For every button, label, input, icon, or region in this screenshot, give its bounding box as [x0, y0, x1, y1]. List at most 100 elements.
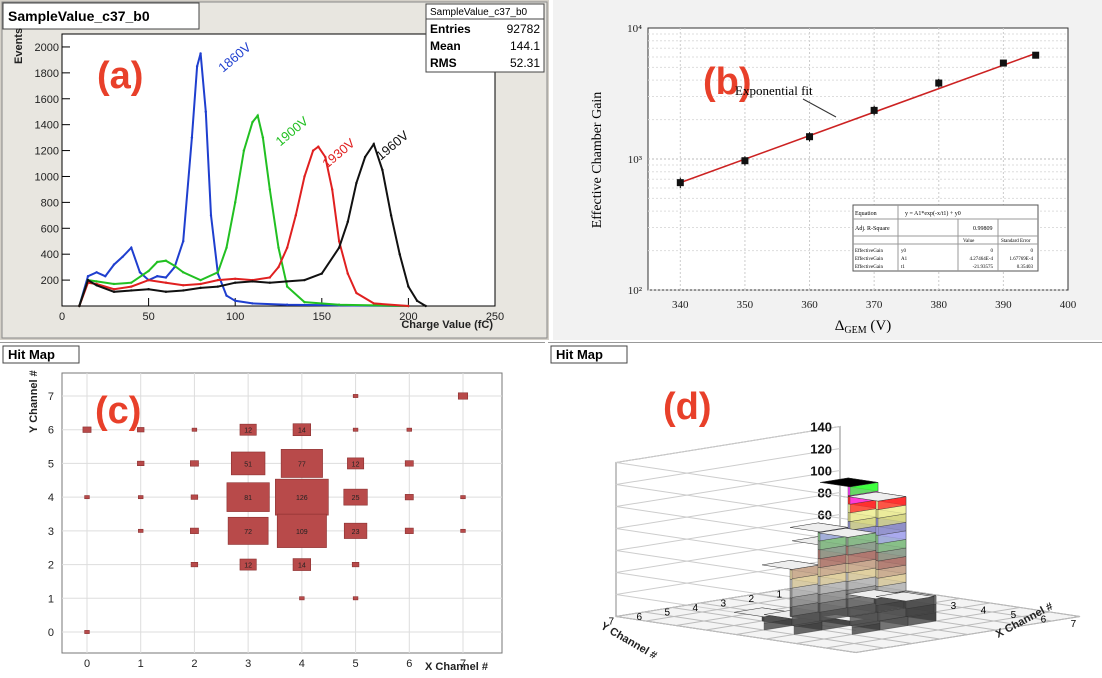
y-tick-label: 1	[48, 593, 54, 605]
series-line-1930V	[78, 145, 409, 307]
panel-label-a: (a)	[97, 55, 143, 97]
x-tick-label: 4	[981, 605, 987, 616]
data-point-1960V	[78, 304, 81, 308]
title-box	[2, 345, 80, 364]
data-point-1960V	[424, 304, 427, 308]
svg-text:0: 0	[991, 249, 994, 254]
data-point-1960V	[164, 290, 168, 293]
data-point-1860V	[164, 276, 168, 279]
data-point-1960V	[415, 299, 419, 303]
x-tick-label: 3	[245, 658, 251, 670]
y-tick-label: 4	[48, 492, 54, 504]
z-tick-label: 100	[810, 464, 832, 479]
data-point-1860V	[156, 275, 159, 278]
data-point-1900V	[112, 282, 116, 286]
data-point	[676, 179, 684, 187]
stats-mean-key: Mean	[430, 39, 461, 53]
data-point-1860V	[95, 271, 98, 274]
data-point-1900V	[164, 259, 168, 262]
hitmap-cell	[230, 451, 266, 476]
data-point-1860V	[285, 303, 289, 306]
z-grid	[615, 492, 857, 565]
panel-label-d: (d)	[663, 386, 712, 428]
floor-grid	[615, 616, 857, 653]
series-group	[676, 51, 1040, 189]
data-point-1960V	[147, 287, 150, 291]
data-point-1860V	[251, 302, 254, 305]
svg-text:Adj. R-Square: Adj. R-Square	[855, 226, 890, 232]
hitmap-cell	[347, 457, 365, 470]
lego-bar-top	[789, 522, 849, 533]
data-point-1960V	[234, 281, 237, 284]
data-point-1930V	[182, 284, 185, 287]
data-point-1930V	[324, 155, 327, 159]
svg-text:A1: A1	[901, 257, 908, 262]
x-tick-label: 400	[1060, 299, 1077, 311]
y-tick-label: 6	[636, 612, 642, 623]
floor-grid	[825, 611, 1051, 649]
data-point-1960V	[199, 286, 202, 290]
data-point-1900V	[277, 246, 280, 249]
data-point-1960V	[130, 289, 133, 292]
stats-rms-value: 52.31	[510, 56, 540, 70]
hitmap-cell-label: 81	[244, 495, 252, 502]
svg-text:t1: t1	[901, 265, 905, 270]
data-point-1900V	[182, 271, 185, 274]
data-point-1960V	[337, 246, 341, 249]
data-point-1900V	[156, 260, 159, 264]
hitmap-cell	[292, 423, 311, 437]
hitmap-cell	[457, 392, 469, 400]
data-point-1930V	[216, 278, 220, 282]
hitmap-cell	[191, 427, 198, 432]
z-tick-label: 80	[818, 486, 832, 501]
data-point-1930V	[311, 149, 315, 152]
y-axis-label: Events	[13, 28, 25, 64]
hitmap-cell	[226, 482, 270, 512]
svg-text:-21.93575: -21.93575	[973, 265, 994, 270]
hitmap-cell	[275, 478, 329, 516]
data-point-1960V	[346, 220, 349, 224]
hitmap-cell-label: 14	[298, 563, 306, 570]
panel-label-b: (b)	[703, 61, 752, 103]
lego-bar-top	[875, 591, 935, 602]
data-point-1900V	[261, 136, 265, 139]
data-point-1960V	[251, 280, 254, 283]
hitmap-cell	[138, 528, 144, 533]
data-point-1900V	[225, 246, 228, 249]
hitmap-cell-label: 23	[352, 529, 360, 536]
hitmap-cell	[352, 596, 359, 601]
svg-text:0: 0	[1031, 249, 1034, 254]
series-group	[78, 52, 427, 308]
hitmap-cell	[404, 494, 414, 501]
data-point-1930V	[285, 246, 289, 249]
svg-text:4.27464E-4: 4.27464E-4	[970, 257, 994, 262]
data-point-1930V	[234, 277, 237, 280]
data-point-1960V	[303, 278, 306, 282]
svg-text:Equation: Equation	[855, 211, 877, 217]
panel-a-charge-histogram: SampleValue_c37_b0 0 50 100 150 200 250 200 400…	[0, 0, 549, 340]
data-point-1960V	[372, 142, 375, 146]
data-point	[806, 133, 814, 141]
data-point-1930V	[317, 145, 320, 148]
x-tick-label: 0	[84, 658, 90, 670]
x-tick-label: 5	[353, 658, 359, 670]
data-point-1860V	[86, 275, 90, 278]
histogram-title: SampleValue_c37_b0	[8, 8, 150, 24]
data-point-1860V	[104, 275, 107, 278]
x-tick-label: 380	[931, 299, 948, 311]
z-tick-label: 120	[810, 442, 832, 457]
data-point-1860V	[199, 52, 202, 55]
hitmap-cell	[292, 558, 311, 571]
hitmap-cell-label: 72	[244, 529, 252, 536]
hitmap-3d-canvas: Hit Map 02040608010012014001234567012345…	[550, 345, 1081, 662]
y-tick-label: 600	[41, 223, 59, 235]
data-point-1860V	[195, 65, 199, 68]
data-point-1900V	[95, 280, 98, 283]
hitmap-cell-label: 77	[298, 461, 306, 468]
y-tick-label: 7	[48, 391, 54, 403]
y-axis-label: Effective Chamber Gain	[590, 92, 605, 229]
x-tick-label: 150	[313, 311, 331, 323]
data-point-1960V	[355, 181, 358, 185]
data-point-1900V	[303, 300, 306, 304]
